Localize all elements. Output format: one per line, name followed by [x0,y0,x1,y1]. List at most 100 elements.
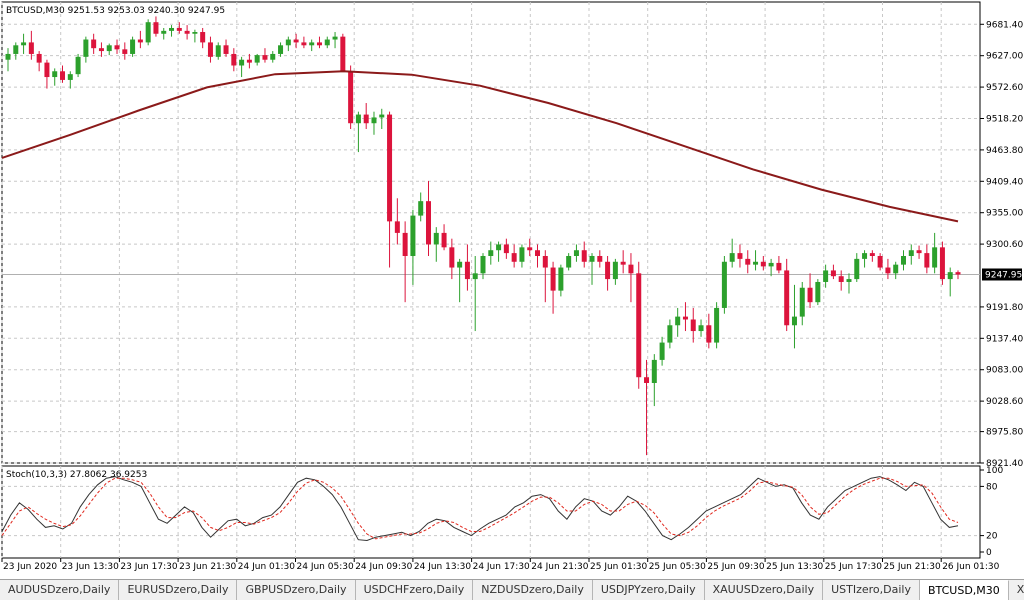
x-tick-label: 24 Jun 21:30 [531,562,588,572]
candle-body [597,255,603,262]
stoch-level-label: 20 [986,532,998,542]
candle-body [75,56,81,75]
candle-body [916,250,922,254]
chart-title: BTCUSD,M30 9251.53 9253.03 9240.30 9247.… [6,6,225,16]
candle-body [464,261,470,280]
chart-tab[interactable]: USDJPYzero,Daily [593,580,705,600]
stochastic-frame [1,465,981,559]
chart-tab[interactable]: EURUSDzero,Daily [119,580,238,600]
candle-body [496,244,502,251]
x-tick-label: 24 Jun 13:30 [414,562,471,572]
candle-body [246,59,252,63]
candle-body [145,22,151,43]
candle-body [714,307,720,343]
chart-tab[interactable]: XAUUSDzero,Daily [705,580,824,600]
y-tick-label: 9409.40 [986,177,1023,187]
candle-body [885,267,891,274]
chart-tab[interactable]: GBPUSDzero,Daily [237,580,356,600]
chart-tab[interactable]: XAGL [1009,580,1024,600]
candle-body [877,255,883,268]
candle-body [122,49,128,54]
candle-body [28,42,34,54]
candle-body [542,255,548,268]
candle-body [628,264,634,274]
candle-body [605,261,611,280]
candle-body [612,261,618,280]
candle-body [651,359,657,383]
candle-body [153,22,159,34]
candle-body [753,261,759,265]
x-tick-label: 24 Jun 17:30 [473,562,530,572]
stoch-level-label: 80 [986,482,998,492]
price-chart-svg[interactable]: 23 Jun 2020 23 Jun 13:30 23 Jun 17:30 23 Ju… [0,0,1024,578]
candle-body [36,53,42,63]
candle-body [823,270,829,282]
candle-body [799,287,805,317]
candle-body [480,255,486,274]
candle-body [854,258,860,280]
chart-tab[interactable]: USDCHFzero,Daily [356,580,474,600]
chart-area[interactable]: 23 Jun 2020 23 Jun 13:30 23 Jun 17:30 23 Ju… [0,0,1024,578]
candle-body [690,319,696,332]
candle-body [869,253,875,256]
candle-body [169,27,175,31]
x-tick-label: 24 Jun 09:30 [355,562,412,572]
candle-body [130,39,136,54]
candle-body [254,55,260,63]
y-tick-label: 8975.80 [986,428,1023,438]
x-tick-label: 23 Jun 21:30 [179,562,236,572]
candle-body [862,253,868,259]
candle-body [200,32,206,43]
candle-body [394,221,400,233]
candle-body [324,39,330,46]
chart-tab[interactable]: AUDUSDzero,Daily [0,580,120,600]
candle-body [535,250,541,256]
candle-body [815,281,821,303]
candle-body [698,325,704,332]
candle-body [278,45,284,54]
y-tick-label: 9028.60 [986,397,1023,407]
chart-tab[interactable]: BTCUSD,M30 [920,580,1009,600]
candle-body [106,45,112,52]
candle-body [262,55,268,60]
candle-body [511,253,517,262]
candle-body [207,42,213,57]
candle-body [231,53,237,66]
candle-body [644,377,650,383]
candle-body [558,267,564,291]
candle-body [636,273,642,378]
candle-body [402,232,408,256]
candle-body [791,316,797,326]
candle-body [503,244,509,254]
candle-body [13,45,19,54]
y-tick-label: 9627.00 [986,52,1023,62]
chart-tab[interactable]: NZDUSDzero,Daily [473,580,593,600]
candle-body [348,71,354,124]
y-tick-label: 9083.00 [986,366,1023,376]
candle-body [519,247,525,262]
candle-body [285,39,291,46]
candle-body [223,45,229,54]
x-tick-label: 25 Jun 09:30 [707,562,764,572]
y-tick-label: 8921.40 [986,459,1023,469]
candle-body [239,59,245,66]
candle-body [589,255,595,262]
candle-body [729,253,735,262]
y-tick-label: 9191.80 [986,303,1023,313]
stoch-main-line [1,476,959,542]
x-tick-label: 23 Jun 13:30 [62,562,119,572]
stoch-level-label: 100 [986,466,1003,476]
candle-body [737,253,743,259]
candle-body [581,250,587,262]
candle-body [83,39,89,57]
x-tick-label: 26 Jun 01:30 [942,562,999,572]
candle-body [425,201,431,245]
candle-body [418,201,424,216]
y-tick-label: 9572.60 [986,83,1023,93]
x-tick-label: 25 Jun 21:30 [884,562,941,572]
y-tick-label: 9518.20 [986,114,1023,124]
chart-tab[interactable]: USTIzero,Daily [823,580,920,600]
candle-body [309,42,315,46]
candle-body [340,36,346,72]
candle-body [67,74,73,80]
